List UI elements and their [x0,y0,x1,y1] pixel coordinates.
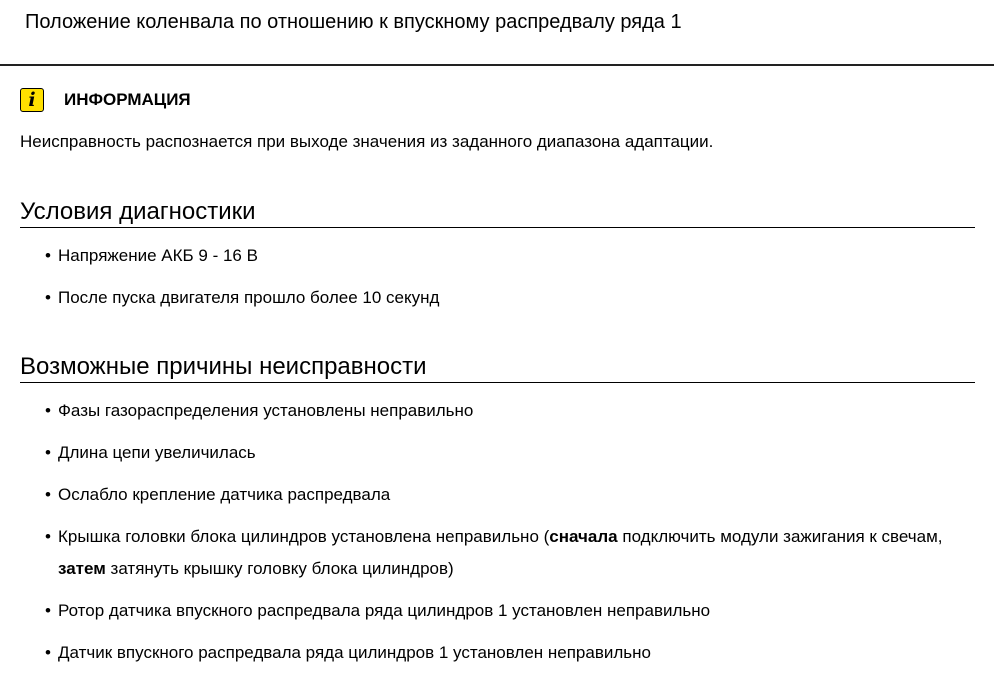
text: подключить модули зажигания к свечам, [617,527,943,546]
info-icon: i [20,88,44,112]
page-title: Положение коленвала по отношению к впуск… [25,11,682,33]
list-item: Ротор датчика впускного распредвала ряда… [45,595,965,627]
divider [0,64,994,66]
conditions-heading: Условия диагностики [20,198,975,228]
causes-list: Фазы газораспределения установлены непра… [45,395,965,679]
list-item: Крышка головки блока цилиндров установле… [45,521,965,585]
info-label: ИНФОРМАЦИЯ [64,90,191,109]
list-item: После пуска двигателя прошло более 10 се… [45,282,965,314]
info-callout: i ИНФОРМАЦИЯ [20,88,191,112]
emphasis: затем [58,559,106,578]
list-item: Длина цепи увеличилась [45,437,965,469]
list-item: Напряжение АКБ 9 - 16 В [45,240,965,272]
text: затянуть крышку головку блока цилиндров) [105,559,454,578]
list-item: Датчик впускного распредвала ряда цилинд… [45,637,965,669]
emphasis: сначала [549,527,618,546]
list-item: Фазы газораспределения установлены непра… [45,395,965,427]
text: Крышка головки блока цилиндров установле… [58,527,550,546]
list-item: Ослабло крепление датчика распредвала [45,479,965,511]
conditions-list: Напряжение АКБ 9 - 16 В После пуска двиг… [45,240,965,324]
causes-heading: Возможные причины неисправности [20,353,975,383]
info-text: Неисправность распознается при выходе зн… [20,132,714,151]
